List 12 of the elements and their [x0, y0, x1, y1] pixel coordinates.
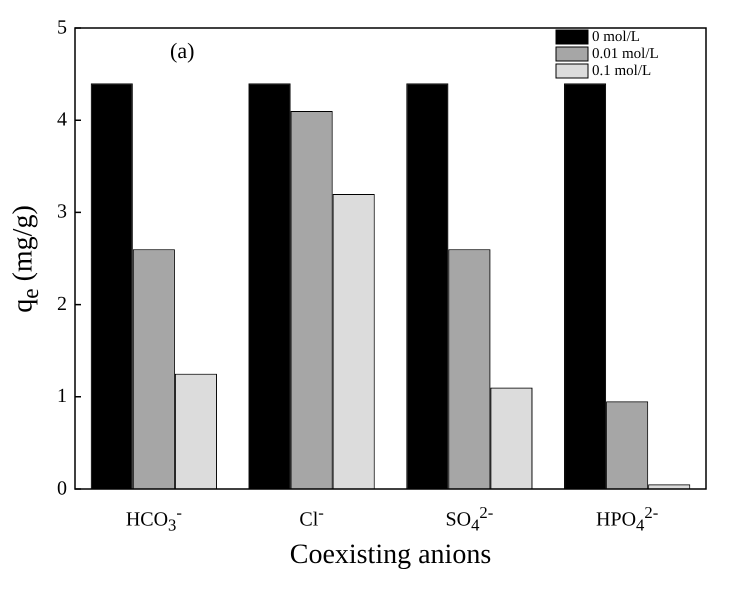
legend-label: 0.1 mol/L: [592, 62, 652, 79]
y-tick-label: 4: [57, 108, 67, 130]
x-axis-title: Coexisting anions: [290, 539, 492, 571]
legend-label: 0.01 mol/L: [592, 46, 659, 62]
y-tick-label: 3: [57, 200, 67, 223]
y-tick-label: 1: [57, 385, 67, 408]
legend-label: 0 mol/L: [592, 28, 640, 45]
x-tick-label: Cl$^{-}$: [299, 503, 324, 532]
annotation: (a): [170, 38, 194, 63]
y-tick-label: 0: [57, 477, 67, 500]
y-tick-label: 5: [57, 16, 67, 38]
y-tick-label: 2: [57, 292, 67, 315]
